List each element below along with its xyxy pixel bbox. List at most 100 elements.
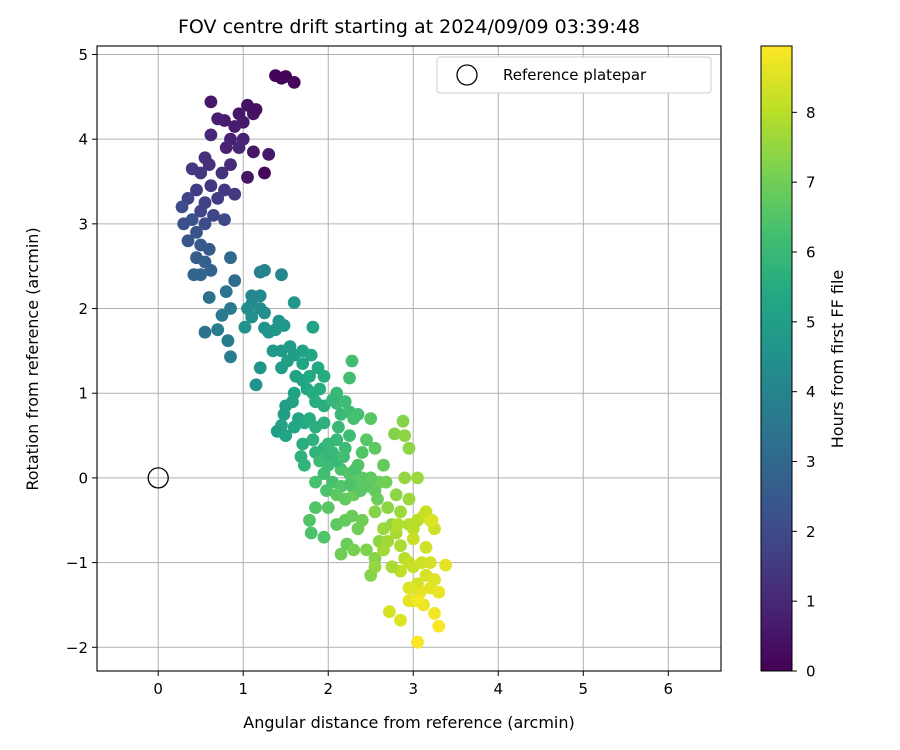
data-point (317, 530, 331, 544)
data-point (360, 433, 373, 447)
data-point (402, 492, 416, 506)
data-point (304, 526, 318, 540)
data-point (262, 148, 276, 161)
data-point (304, 348, 318, 362)
data-point (332, 420, 345, 434)
colorbar-tick-label: 7 (806, 174, 816, 192)
data-point (364, 471, 378, 485)
data-point (287, 296, 301, 309)
data-point (377, 522, 390, 536)
data-point (287, 420, 301, 434)
data-point (221, 334, 235, 348)
data-point (385, 560, 399, 574)
data-point (394, 613, 407, 627)
data-point (245, 310, 259, 324)
data-point (202, 158, 216, 172)
data-point (258, 264, 271, 277)
data-point (303, 513, 316, 527)
data-point (190, 183, 203, 197)
data-point (228, 274, 242, 287)
data-point (185, 162, 199, 176)
data-point (287, 76, 301, 89)
colorbar-tick-label: 0 (806, 663, 816, 681)
data-point (309, 475, 322, 489)
data-point (411, 471, 424, 485)
data-point (343, 478, 356, 492)
x-axis-label: Angular distance from reference (arcmin) (243, 713, 574, 732)
data-point (277, 408, 291, 421)
data-point (175, 200, 189, 214)
data-point (207, 209, 220, 222)
data-point (198, 325, 212, 339)
data-point (298, 458, 311, 472)
data-point (368, 560, 382, 574)
data-point (241, 170, 254, 184)
data-point (337, 450, 350, 464)
data-point (211, 112, 225, 126)
data-point (343, 371, 356, 385)
data-point (224, 302, 237, 315)
x-axis-ticks: 0 1 2 3 4 5 6 (153, 671, 673, 698)
plot-border (96, 45, 722, 672)
colorbar: 0 1 2 3 4 5 6 7 8 (760, 45, 816, 681)
data-point (402, 441, 416, 455)
data-point (211, 323, 225, 337)
data-point (232, 141, 246, 155)
data-point (303, 369, 316, 383)
data-point (258, 306, 271, 320)
legend: Reference platepar (436, 56, 712, 94)
data-point (317, 467, 331, 481)
y-tick-label: −2 (66, 639, 88, 657)
data-point (320, 484, 333, 497)
data-point (355, 513, 369, 527)
data-point (224, 350, 237, 364)
x-tick-label: 1 (238, 680, 248, 698)
y-axis-ticks: −2 −1 0 1 2 3 4 5 (66, 46, 97, 657)
data-point (388, 427, 401, 441)
data-point (345, 354, 359, 368)
data-point (296, 437, 310, 451)
data-point (317, 369, 331, 383)
data-point (347, 412, 361, 425)
data-point (330, 433, 344, 447)
data-point (306, 320, 320, 334)
data-point (215, 308, 229, 322)
y-tick-label: 1 (78, 385, 88, 403)
data-point (211, 192, 225, 205)
data-point (185, 213, 199, 227)
data-point (396, 414, 410, 428)
data-point (347, 543, 361, 557)
data-point (194, 204, 208, 218)
data-point (249, 378, 263, 392)
data-point (423, 556, 437, 569)
y-tick-label: 3 (78, 215, 88, 233)
data-point (432, 585, 446, 599)
colorbar-tick-label: 5 (806, 313, 816, 331)
x-tick-label: 0 (153, 680, 163, 698)
data-point (224, 251, 237, 265)
x-tick-label: 3 (408, 680, 418, 698)
y-tick-label: 4 (78, 131, 88, 149)
data-point (238, 320, 252, 334)
colorbar-tick-label: 1 (806, 593, 816, 611)
data-point (360, 543, 373, 557)
data-point (286, 395, 299, 409)
legend-reference-marker (456, 64, 478, 86)
legend-entry-reference-platepar: Reference platepar (503, 66, 647, 84)
data-point (425, 513, 439, 527)
colorbar-tick-label: 4 (806, 383, 816, 401)
y-tick-label: 5 (78, 46, 88, 64)
data-point (381, 501, 395, 514)
colorbar-tick-label: 2 (806, 523, 816, 541)
x-tick-label: 5 (579, 680, 589, 698)
data-point (279, 429, 293, 442)
data-point (338, 395, 352, 409)
data-point (187, 268, 201, 282)
data-point (306, 433, 320, 447)
data-point (391, 518, 405, 531)
reference-platepar-point (147, 467, 169, 489)
data-point (383, 605, 396, 619)
data-point (313, 454, 327, 468)
y-tick-label: 0 (78, 469, 88, 487)
data-point (377, 458, 390, 472)
